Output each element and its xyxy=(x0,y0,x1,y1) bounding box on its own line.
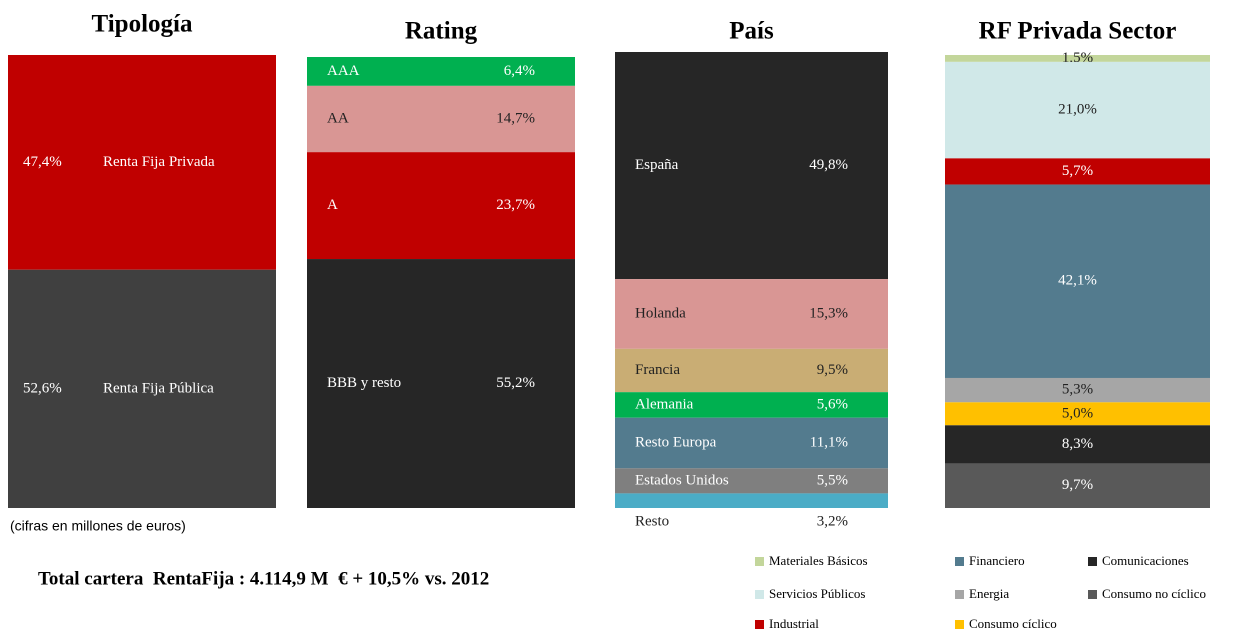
segment xyxy=(615,493,888,508)
segment xyxy=(8,269,276,508)
chart-title: País xyxy=(729,18,774,45)
segment-label: AA xyxy=(327,110,349,126)
legend-label: Comunicaciones xyxy=(1102,553,1189,568)
chart-title: Rating xyxy=(405,18,478,45)
segment-label: Resto xyxy=(635,513,669,529)
value-label: 6,4% xyxy=(504,63,535,79)
segment xyxy=(945,425,1210,464)
legend-swatch xyxy=(755,557,764,566)
segment xyxy=(307,57,575,86)
value-label: 5,7% xyxy=(1062,163,1093,179)
legend-swatch xyxy=(955,620,964,629)
value-label: 8,3% xyxy=(1062,436,1093,452)
value-label: 5,5% xyxy=(817,472,848,488)
segment xyxy=(945,158,1210,185)
segment xyxy=(945,61,1210,159)
summary: Total cartera RentaFija : 4.114,9 M € + … xyxy=(38,568,489,589)
legend-label: Energia xyxy=(969,586,1009,601)
segment-label: Resto Europa xyxy=(635,434,717,450)
value-label: 47,4% xyxy=(23,154,62,170)
value-label: 5,6% xyxy=(817,396,848,412)
segment xyxy=(615,279,888,349)
segment-label: España xyxy=(635,157,679,173)
segment-label: Renta Fija Privada xyxy=(103,154,215,170)
segment xyxy=(945,402,1210,426)
value-label: 49,8% xyxy=(809,157,848,173)
value-label: 1,5% xyxy=(1062,50,1093,66)
legend-label: Consumo cíclico xyxy=(969,616,1057,631)
segment xyxy=(945,463,1210,508)
value-label: 5,0% xyxy=(1062,405,1093,421)
legend-label: Servicios Públicos xyxy=(769,586,865,601)
value-label: 21,0% xyxy=(1058,102,1097,118)
value-label: 55,2% xyxy=(496,375,535,391)
value-label: 9,7% xyxy=(1062,477,1093,493)
legend-label: Industrial xyxy=(769,616,819,631)
legend-swatch xyxy=(1088,557,1097,566)
segment-label: A xyxy=(327,197,338,213)
chart-title: RF Privada Sector xyxy=(979,18,1177,45)
legend-swatch xyxy=(955,590,964,599)
value-label: 5,3% xyxy=(1062,382,1093,398)
value-label: 23,7% xyxy=(496,197,535,213)
footnote: (cifras en millones de euros) xyxy=(10,518,186,534)
segment-label: Holanda xyxy=(635,305,686,321)
segment xyxy=(615,392,888,418)
segment xyxy=(307,259,575,508)
legend-label: Financiero xyxy=(969,553,1025,568)
legend-label: Consumo no cíclico xyxy=(1102,586,1206,601)
segment-label: BBB y resto xyxy=(327,375,401,391)
legend-swatch xyxy=(755,620,764,629)
segment-label: Estados Unidos xyxy=(635,472,729,488)
segment xyxy=(945,377,1210,403)
value-label: 9,5% xyxy=(817,362,848,378)
legend-label: Materiales Básicos xyxy=(769,553,868,568)
segment xyxy=(307,152,575,260)
segment xyxy=(615,348,888,393)
segment-label: Alemania xyxy=(635,396,694,412)
segment-label: Francia xyxy=(635,362,680,378)
value-label: 14,7% xyxy=(496,110,535,126)
legend-swatch xyxy=(1088,590,1097,599)
value-label: 11,1% xyxy=(810,434,848,450)
value-label: 42,1% xyxy=(1058,273,1097,289)
segment xyxy=(945,55,1210,62)
segment xyxy=(8,55,276,270)
value-label: 52,6% xyxy=(23,380,62,396)
chart-title: Tipología xyxy=(92,11,193,38)
segment xyxy=(615,417,888,469)
legend-swatch xyxy=(755,590,764,599)
segment xyxy=(307,85,575,153)
segment xyxy=(615,468,888,494)
value-label: 3,2% xyxy=(817,513,848,529)
segment xyxy=(615,52,888,280)
value-label: 15,3% xyxy=(809,305,848,321)
segment xyxy=(945,184,1210,378)
segment-label: AAA xyxy=(327,63,360,79)
segment-label: Renta Fija Pública xyxy=(103,380,214,396)
legend-swatch xyxy=(955,557,964,566)
